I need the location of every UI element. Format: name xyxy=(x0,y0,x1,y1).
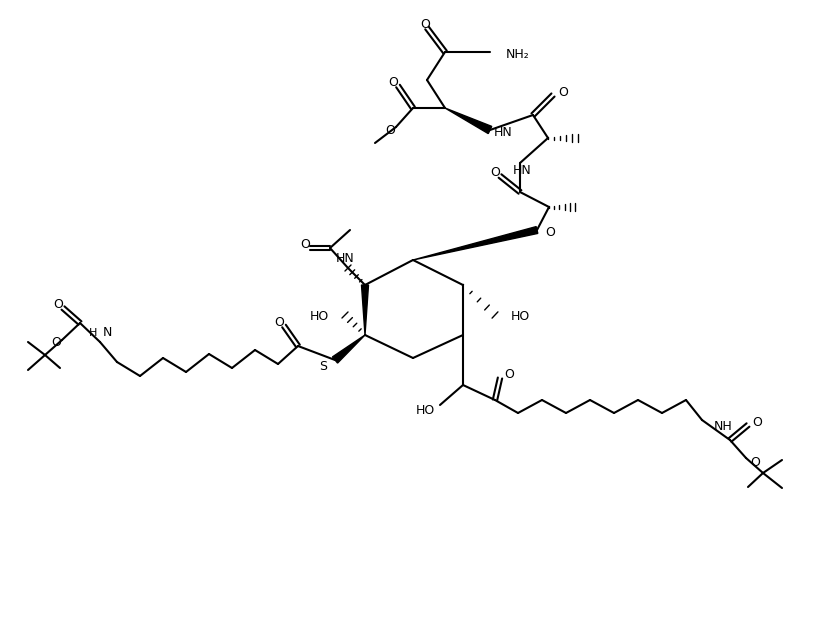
Text: O: O xyxy=(51,337,61,349)
Text: O: O xyxy=(420,18,430,30)
Text: O: O xyxy=(558,86,568,100)
Text: NH₂: NH₂ xyxy=(506,48,530,60)
Text: N: N xyxy=(103,327,112,339)
Text: HN: HN xyxy=(512,164,532,178)
Text: HO: HO xyxy=(511,311,530,323)
Text: O: O xyxy=(750,455,760,469)
Text: O: O xyxy=(385,124,395,136)
Text: O: O xyxy=(752,415,762,429)
Text: O: O xyxy=(490,167,500,179)
Text: HO: HO xyxy=(310,311,329,323)
Text: O: O xyxy=(545,226,555,238)
Text: O: O xyxy=(388,77,398,89)
Text: S: S xyxy=(319,359,327,373)
Text: O: O xyxy=(53,299,63,311)
Polygon shape xyxy=(445,108,492,134)
Text: HO: HO xyxy=(415,404,435,418)
Text: O: O xyxy=(504,368,514,380)
Text: H: H xyxy=(89,328,97,338)
Text: O: O xyxy=(274,316,284,330)
Text: HN: HN xyxy=(494,126,512,138)
Text: NH: NH xyxy=(714,420,732,432)
Polygon shape xyxy=(333,335,365,363)
Polygon shape xyxy=(361,285,369,335)
Text: HN: HN xyxy=(335,252,354,266)
Text: O: O xyxy=(300,238,310,252)
Polygon shape xyxy=(413,226,538,260)
